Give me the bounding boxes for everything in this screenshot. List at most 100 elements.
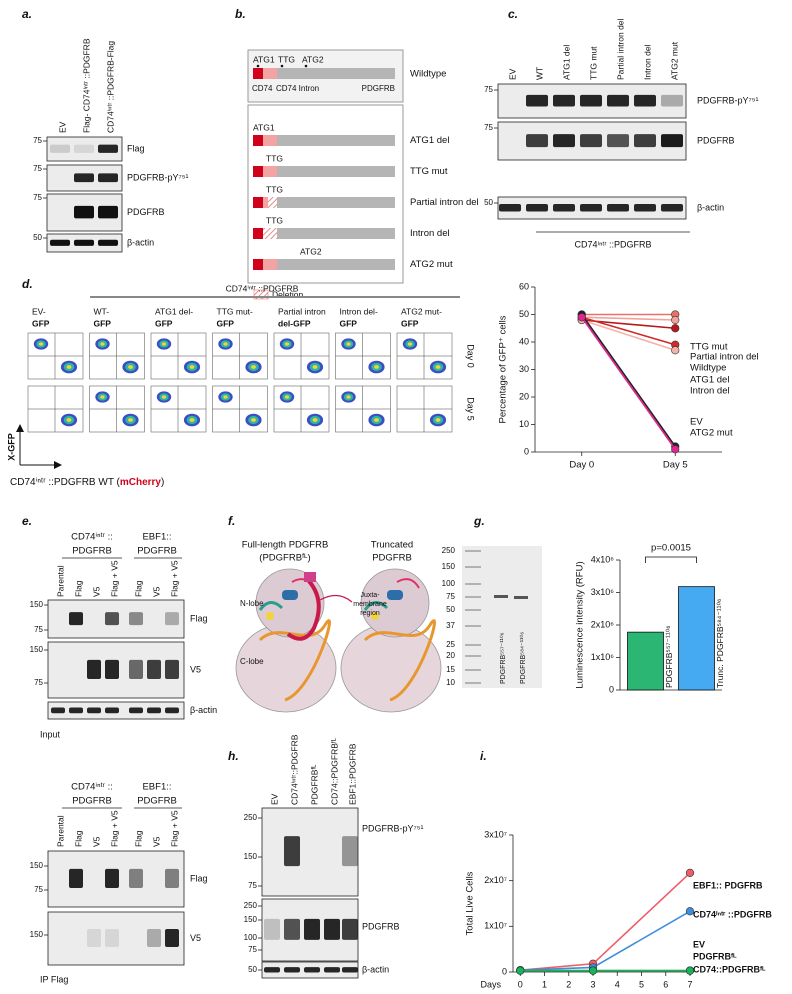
flow-density bbox=[161, 395, 167, 399]
annotation: region bbox=[360, 610, 380, 617]
flow-density bbox=[128, 418, 133, 422]
significance-bracket bbox=[645, 556, 697, 563]
lane-label: Intron del bbox=[642, 44, 652, 80]
chain bbox=[363, 619, 436, 702]
x-axis-label: Days bbox=[480, 979, 501, 989]
blot-band bbox=[87, 659, 101, 679]
gel bbox=[462, 546, 542, 688]
y-tick-label: 10 bbox=[519, 419, 529, 429]
blot-band bbox=[342, 967, 358, 973]
flow-density bbox=[189, 418, 195, 422]
domain bbox=[387, 590, 403, 600]
marker-label: 75 bbox=[248, 881, 257, 890]
blot-band bbox=[74, 144, 94, 153]
blot-band bbox=[74, 205, 94, 219]
ladder-band bbox=[465, 596, 481, 598]
legend-label: Partial intron del bbox=[690, 352, 759, 363]
flow-density bbox=[189, 365, 195, 369]
pdgfrb-exon bbox=[277, 228, 395, 239]
flow-density bbox=[374, 418, 379, 422]
n-lobe bbox=[360, 568, 430, 638]
panel-label: d. bbox=[22, 277, 33, 291]
lane-label: WT bbox=[534, 67, 544, 80]
loop bbox=[258, 601, 284, 611]
flow-density bbox=[312, 365, 318, 369]
label: PDGFRB bbox=[372, 553, 412, 564]
y-axis-label: Luminescence intensity (RFU) bbox=[575, 561, 586, 688]
legend-swatch bbox=[253, 289, 269, 300]
sample-label: Intron del- bbox=[340, 306, 378, 316]
marker-label: 37 bbox=[446, 621, 455, 630]
legend-label: EV bbox=[693, 939, 705, 949]
group-label: EBF1:: bbox=[142, 532, 171, 543]
marker-label: 10 bbox=[446, 678, 455, 687]
lane-label: V5 bbox=[91, 586, 101, 597]
row-label: V5 bbox=[190, 664, 201, 674]
ladder-band bbox=[465, 566, 481, 568]
series-line bbox=[520, 910, 691, 971]
intron bbox=[263, 197, 268, 208]
blot-band bbox=[129, 868, 143, 888]
blot-band bbox=[580, 134, 602, 148]
point bbox=[685, 966, 695, 975]
legend-label: ATG1 del bbox=[690, 375, 729, 386]
sample-label: GFP bbox=[401, 318, 419, 328]
lane-label: PDGFRB⁵⁵⁷⁻¹¹⁰⁶ bbox=[499, 632, 507, 684]
marker-label: 150 bbox=[30, 600, 44, 609]
flow-density bbox=[223, 395, 228, 399]
tm bbox=[304, 572, 316, 582]
blot-band bbox=[165, 868, 179, 888]
marker-label: 75 bbox=[484, 123, 493, 132]
blot-band bbox=[147, 928, 161, 947]
legend-label: Wildtype bbox=[690, 363, 726, 374]
row-label: PDGFRB-pY⁷⁵¹ bbox=[362, 823, 424, 833]
row-label: β-actin bbox=[362, 964, 389, 974]
y-tick-label: 0 bbox=[524, 446, 529, 456]
lane-label: Flag bbox=[73, 580, 83, 597]
flow-density bbox=[346, 342, 351, 346]
legend-label: CD74::PDGFRBᶠᴸ bbox=[693, 964, 766, 974]
x-axis-label-part: mCherry bbox=[120, 477, 162, 488]
legend-label: Deletion bbox=[272, 289, 303, 299]
y-tick-label: 3x10⁶ bbox=[591, 587, 615, 597]
flow-density bbox=[346, 395, 351, 399]
flow-density bbox=[312, 418, 318, 422]
blot-band bbox=[526, 94, 548, 107]
flow-density bbox=[374, 365, 379, 369]
flow-density bbox=[128, 365, 133, 369]
lane-label: ATG2 mut bbox=[669, 41, 679, 80]
label: (PDGFRBᶠᴸ) bbox=[259, 553, 310, 564]
bar bbox=[627, 631, 664, 691]
ladder-band bbox=[465, 682, 481, 684]
site-label: TTG bbox=[266, 184, 283, 194]
blot-band bbox=[304, 967, 320, 973]
label: TTG bbox=[278, 54, 295, 64]
site-dot bbox=[256, 64, 260, 68]
marker-label: 250 bbox=[244, 813, 258, 822]
blot-strip bbox=[261, 807, 359, 897]
point bbox=[671, 315, 680, 325]
marker-label: 150 bbox=[244, 852, 258, 861]
marker-label: 15 bbox=[446, 665, 455, 674]
panel-label: f. bbox=[228, 514, 235, 528]
marker-label: 250 bbox=[442, 546, 456, 555]
point bbox=[671, 346, 680, 355]
blot-band bbox=[74, 239, 94, 246]
lane-label: Parental bbox=[55, 815, 65, 847]
construct-name: Wildtype bbox=[410, 69, 446, 80]
flow-density bbox=[66, 418, 72, 422]
lane-label: PDGFRBᶠᴸ bbox=[309, 765, 319, 805]
construct-name: TTG mut bbox=[410, 166, 448, 177]
lane-label: V5 bbox=[91, 836, 101, 847]
legend-label: EV bbox=[690, 417, 703, 428]
point bbox=[685, 907, 695, 916]
deletion bbox=[268, 197, 277, 208]
row-label: PDGFRB bbox=[127, 207, 165, 217]
pdgfrb-exon bbox=[277, 259, 395, 270]
annotation: Juxta- bbox=[360, 592, 380, 599]
panel-label: a. bbox=[22, 7, 32, 21]
blot-band bbox=[661, 204, 683, 212]
series-line bbox=[581, 316, 676, 321]
pdgfrb-exon bbox=[277, 197, 395, 208]
